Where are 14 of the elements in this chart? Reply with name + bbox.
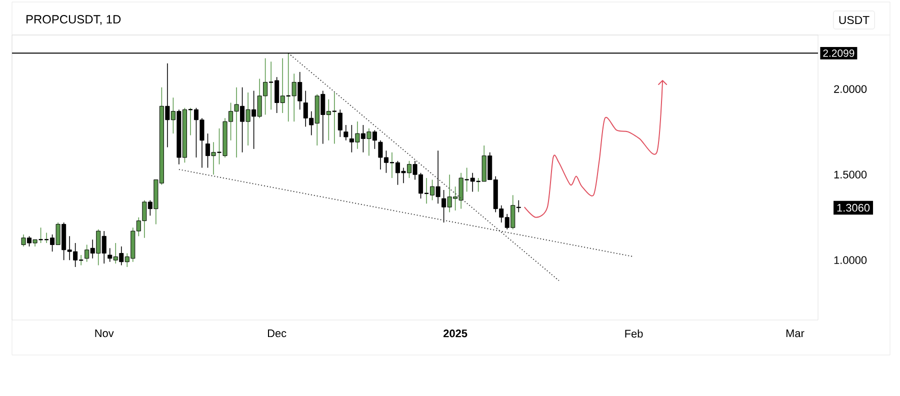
x-tick-label: Mar xyxy=(786,330,804,338)
candlestick xyxy=(344,124,348,141)
y-tick-label: 2.0000 xyxy=(834,85,867,93)
x-tick-label: Feb xyxy=(625,330,643,338)
x-tick-label: Dec xyxy=(268,330,286,338)
x-tick-label: 2025 xyxy=(443,330,468,338)
chart-title: PROPCUSDT, 1D xyxy=(26,15,121,25)
ref-line-label: 2.2099 xyxy=(823,49,854,57)
x-tick-label: Nov xyxy=(95,330,114,338)
y-tick-label: 1.5000 xyxy=(834,170,867,178)
y-axis-title: USDT xyxy=(839,16,870,24)
y-tick-label: 1.0000 xyxy=(834,256,867,264)
y-tick-label: 1.3060 xyxy=(837,204,870,212)
candlestick xyxy=(338,109,342,138)
